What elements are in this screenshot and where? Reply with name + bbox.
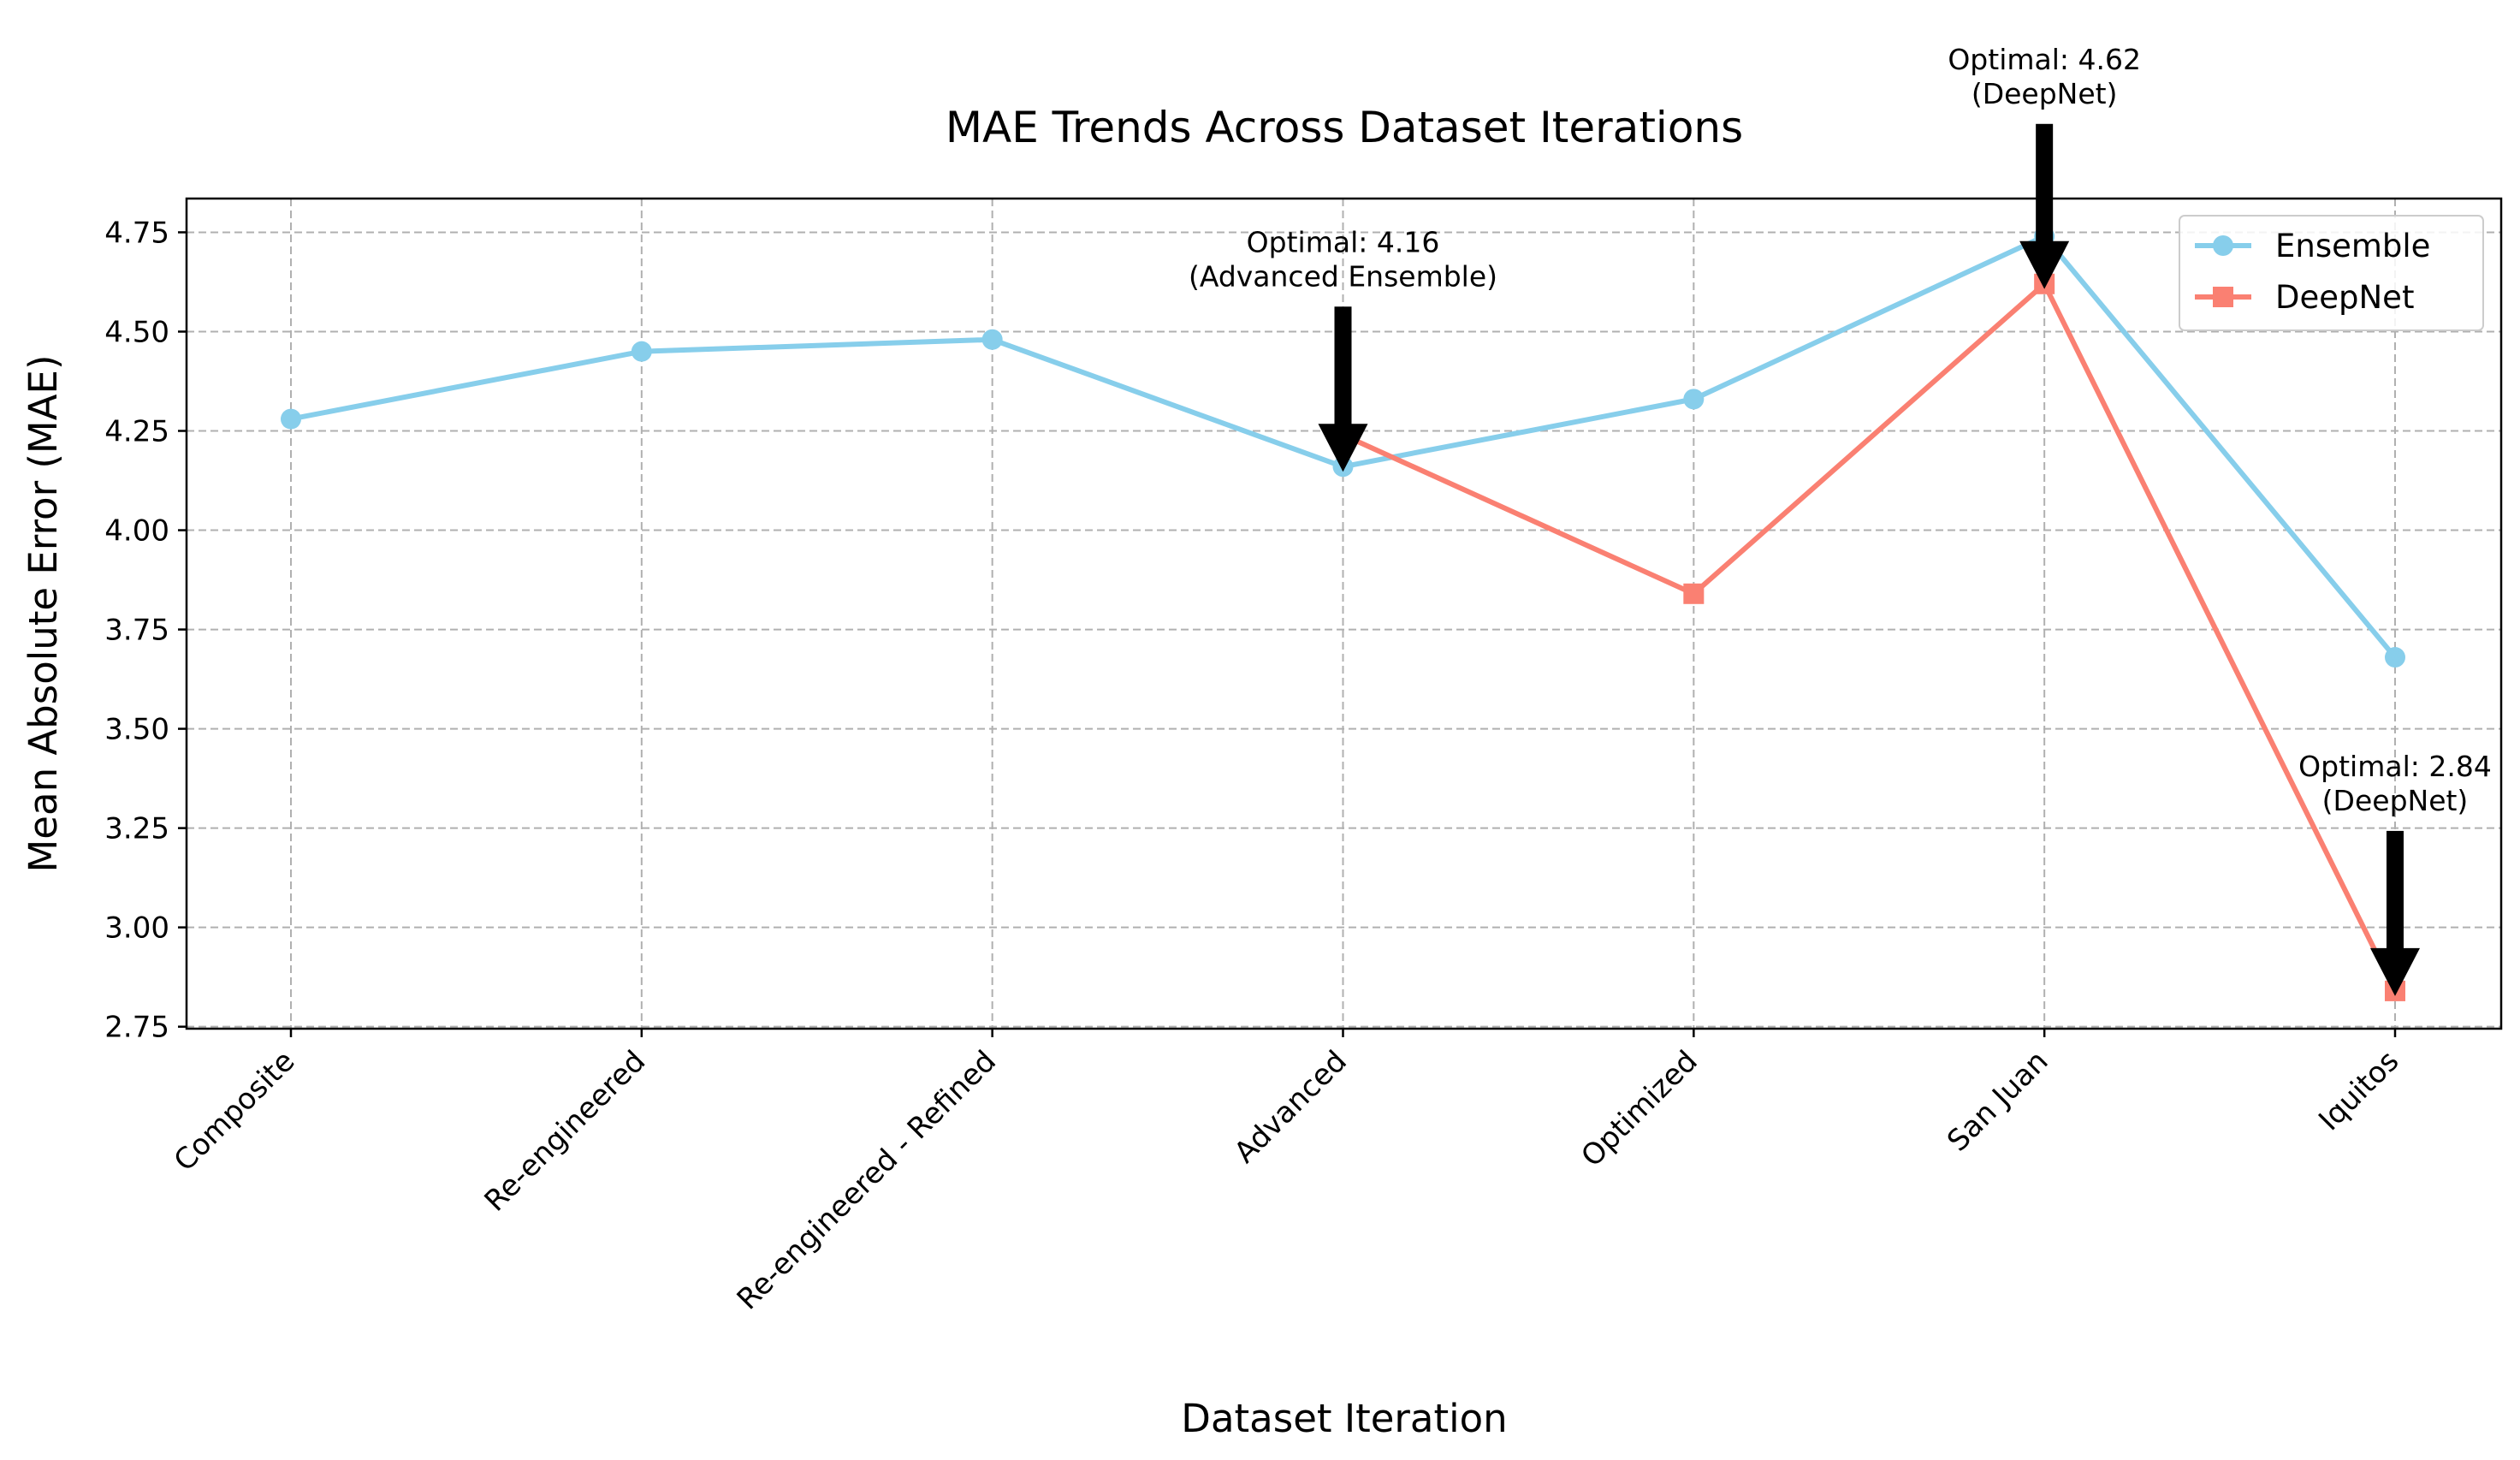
legend-marker-square (2213, 287, 2233, 307)
annotation: Optimal: 2.84(DeepNet) (2298, 750, 2492, 996)
legend-item-deepnet: DeepNet (2195, 279, 2414, 316)
annotation-arrow-shaft (1334, 306, 1352, 427)
legend-label: Ensemble (2275, 228, 2430, 264)
annotation-model-text: (DeepNet) (2322, 784, 2469, 817)
legend-item-ensemble: Ensemble (2195, 228, 2430, 264)
y-tick-label: 3.50 (104, 713, 169, 747)
y-tick-label: 3.25 (104, 812, 169, 846)
annotations: Optimal: 4.16(Advanced Ensemble)Optimal:… (1189, 43, 2492, 996)
data-point-deepnet (1683, 583, 1705, 604)
annotation-model-text: (Advanced Ensemble) (1189, 259, 1497, 293)
data-point-ensemble (981, 329, 1003, 350)
annotation-value-text: Optimal: 2.84 (2298, 750, 2492, 783)
data-point-ensemble (631, 341, 652, 362)
annotation-value-text: Optimal: 4.62 (1948, 43, 2141, 76)
annotation-arrow-shaft (2387, 830, 2404, 951)
annotation-value-text: Optimal: 4.16 (1247, 225, 1440, 258)
annotation-arrow-head (1318, 424, 1368, 472)
legend-marker-circle (2213, 235, 2233, 256)
y-tick-label: 4.25 (104, 415, 169, 449)
y-tick-label: 3.00 (104, 911, 169, 946)
annotation-arrow-head (2370, 947, 2420, 996)
y-tick-label: 4.75 (104, 216, 169, 250)
annotation-arrow-head (2019, 240, 2070, 289)
legend: Ensemble DeepNet (2179, 215, 2484, 331)
y-tick-label: 4.00 (104, 514, 169, 549)
annotation-arrow-shaft (2036, 123, 2054, 244)
legend-box (2179, 215, 2484, 331)
y-tick-label: 4.50 (104, 315, 169, 349)
y-tick-label: 2.75 (104, 1011, 169, 1045)
chart-title: MAE Trends Across Dataset Iterations (946, 103, 1743, 152)
y-tick-label: 3.75 (104, 614, 169, 648)
series-line-deepnet (1342, 281, 2398, 993)
data-point-ensemble (1683, 389, 1705, 410)
x-axis-label: Dataset Iteration (1181, 1396, 1507, 1441)
annotation-model-text: (DeepNet) (1972, 77, 2118, 110)
annotation: Optimal: 4.16(Advanced Ensemble) (1189, 225, 1497, 472)
data-point-ensemble (281, 408, 301, 430)
data-point-ensemble (2385, 647, 2405, 668)
legend-label: DeepNet (2275, 279, 2414, 316)
annotation: Optimal: 4.62(DeepNet) (1948, 43, 2141, 289)
y-axis-label: Mean Absolute Error (MAE) (21, 354, 66, 872)
